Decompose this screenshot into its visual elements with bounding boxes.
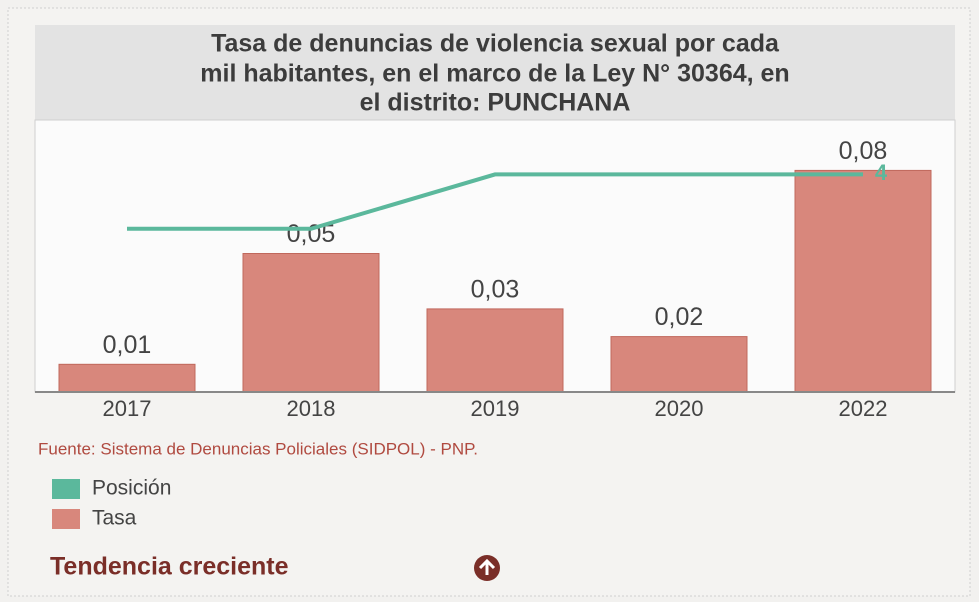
chart-title: Tasa de denuncias de violencia sexual po… [211,30,780,58]
bar [610,336,748,393]
data-label: 0,02 [655,303,704,331]
legend-label: Tasa [92,507,137,530]
data-label: 0,01 [103,331,152,359]
x-tick-label: 2017 [103,396,152,421]
title-band [35,25,955,120]
trend-label: Tendencia creciente [50,553,289,581]
x-tick-label: 2020 [655,396,704,421]
legend-swatch [52,509,80,529]
line [127,172,863,231]
chart-title: el distrito: PUNCHANA [360,89,631,117]
data-label: 0,03 [471,276,520,304]
x-tick-label: 2022 [839,396,888,421]
data-label: 0,08 [839,137,888,165]
bar [426,308,564,393]
source: Fuente: Sistema de Denuncias Policiales … [38,439,478,458]
legend-label: Posición [92,477,171,500]
line-end-label: 4 [875,160,888,185]
x-tick-label: 2019 [471,396,520,421]
bar [794,169,932,393]
trend-icon [474,555,500,581]
bar [242,253,380,393]
x-tick-label: 2018 [287,396,336,421]
bar [58,363,196,393]
legend-swatch [52,479,80,499]
chart-title: mil habitantes, en el marco de la Ley N°… [200,60,789,88]
